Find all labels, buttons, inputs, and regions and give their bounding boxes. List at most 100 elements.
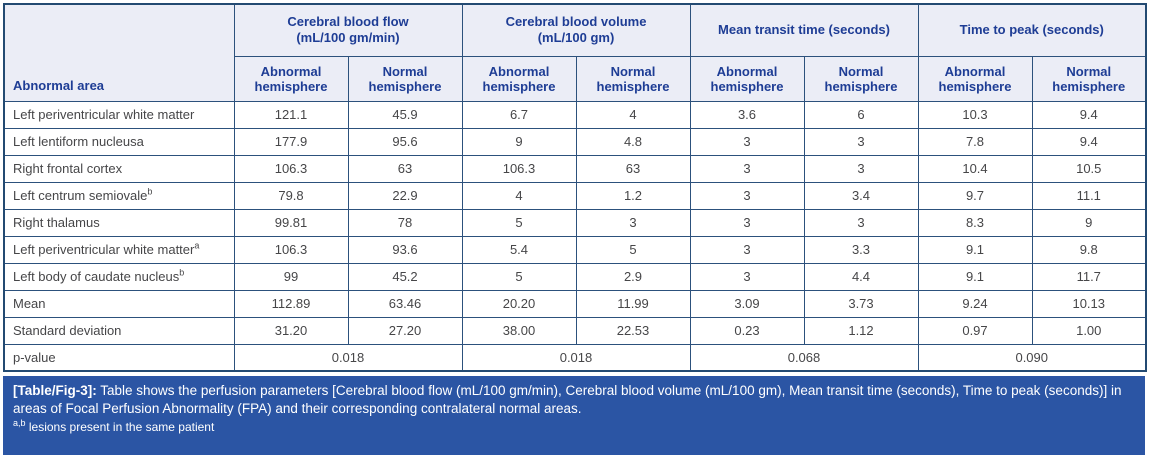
value-cell: 121.1: [233, 100, 349, 129]
value-cell: 63.46: [347, 289, 463, 318]
value-cell: 78: [347, 208, 463, 237]
value-cell: 10.4: [917, 154, 1033, 183]
group-header-line: Cerebral blood volume: [505, 14, 647, 29]
value-cell: 99: [233, 262, 349, 291]
value-cell: 4.8: [575, 127, 691, 156]
caption-text: [Table/Fig-3]: Table shows the perfusion…: [13, 382, 1135, 418]
value-cell: 4.4: [803, 262, 919, 291]
value-cell: 45.9: [347, 100, 463, 129]
value-cell: 27.20: [347, 316, 463, 345]
value-cell: 11.7: [1031, 262, 1147, 291]
value-cell: 10.3: [917, 100, 1033, 129]
sub-header-abnormal-hemisphere: Abnormal hemisphere: [461, 55, 577, 102]
value-cell: 3.6: [689, 100, 805, 129]
p-value-cell: 0.018: [233, 343, 463, 372]
value-cell: 106.3: [233, 154, 349, 183]
p-value-cell: 0.068: [689, 343, 919, 372]
row-label-superscript: b: [147, 186, 153, 197]
value-cell: 3.09: [689, 289, 805, 318]
footnote: a,b lesions present in the same patient: [13, 418, 1135, 436]
value-cell: 45.2: [347, 262, 463, 291]
value-cell: 22.9: [347, 181, 463, 210]
value-cell: 4: [575, 100, 691, 129]
value-cell: 0.97: [917, 316, 1033, 345]
table-caption-band: [Table/Fig-3]: Table shows the perfusion…: [3, 376, 1145, 455]
caption-body: Table shows the perfusion parameters [Ce…: [13, 383, 1122, 417]
value-cell: 8.3: [917, 208, 1033, 237]
value-cell: 9: [1031, 208, 1147, 237]
value-cell: 1.12: [803, 316, 919, 345]
value-cell: 3: [803, 154, 919, 183]
p-value-cell: 0.018: [461, 343, 691, 372]
value-cell: 9.7: [917, 181, 1033, 210]
group-header-line: (mL/100 gm/min): [296, 30, 400, 46]
value-cell: 5: [575, 235, 691, 264]
sub-header-normal-hemisphere: Normal hemisphere: [1031, 55, 1147, 102]
row-label: Left lentiform nucleusa: [3, 127, 235, 156]
sub-header-abnormal-hemisphere: Abnormal hemisphere: [233, 55, 349, 102]
value-cell: 31.20: [233, 316, 349, 345]
value-cell: 9: [461, 127, 577, 156]
value-cell: 5: [461, 262, 577, 291]
row-label-superscript: a: [194, 240, 200, 251]
sub-header-normal-hemisphere: Normal hemisphere: [575, 55, 691, 102]
sub-header-normal-hemisphere: Normal hemisphere: [347, 55, 463, 102]
value-cell: 0.23: [689, 316, 805, 345]
row-label: Left centrum semiovaleb: [3, 181, 235, 210]
value-cell: 3: [575, 208, 691, 237]
row-label: Mean: [3, 289, 235, 318]
value-cell: 38.00: [461, 316, 577, 345]
value-cell: 5: [461, 208, 577, 237]
value-cell: 9.1: [917, 262, 1033, 291]
p-value-cell: 0.090: [917, 343, 1147, 372]
footnote-text: lesions present in the same patient: [28, 420, 215, 435]
p-value-row: p-value 0.018 0.018 0.068 0.090: [3, 343, 1147, 372]
group-header-line: Cerebral blood flow: [287, 14, 409, 29]
value-cell: 106.3: [233, 235, 349, 264]
sub-header-abnormal-hemisphere: Abnormal hemisphere: [917, 55, 1033, 102]
value-cell: 10.13: [1031, 289, 1147, 318]
footnote-superscript: a,b: [13, 418, 26, 429]
row-label: Standard deviation: [3, 316, 235, 345]
value-cell: 112.89: [233, 289, 349, 318]
value-cell: 95.6: [347, 127, 463, 156]
column-header-abnormal-area: Abnormal area: [3, 3, 235, 102]
row-label: p-value: [3, 343, 235, 372]
value-cell: 177.9: [233, 127, 349, 156]
row-label: Left periventricular white matter: [3, 100, 235, 129]
table-row: Left centrum semiovaleb 79.8 22.9 4 1.2 3 3.4 9…: [3, 181, 1147, 210]
value-cell: 3.4: [803, 181, 919, 210]
value-cell: 106.3: [461, 154, 577, 183]
row-label-superscript: b: [179, 267, 185, 278]
value-cell: 3: [689, 262, 805, 291]
perfusion-parameters-table: Abnormal area Cerebral blood flow (mL/10…: [3, 3, 1147, 372]
value-cell: 4: [461, 181, 577, 210]
value-cell: 20.20: [461, 289, 577, 318]
value-cell: 3: [689, 127, 805, 156]
value-cell: 9.4: [1031, 100, 1147, 129]
value-cell: 9.8: [1031, 235, 1147, 264]
table-body: Left periventricular white matter 121.1 45…: [3, 100, 1147, 372]
table-row: Mean 112.89 63.46 20.20 11.99 3.09 3.73 9.24 10.…: [3, 289, 1147, 318]
row-label: Right thalamus: [3, 208, 235, 237]
sub-header-abnormal-hemisphere: Abnormal hemisphere: [689, 55, 805, 102]
value-cell: 3.73: [803, 289, 919, 318]
value-cell: 5.4: [461, 235, 577, 264]
table-row: Left lentiform nucleusa 177.9 95.6 9 4.8 3 3 7.…: [3, 127, 1147, 156]
row-label: Left body of caudate nucleusb: [3, 262, 235, 291]
value-cell: 9.1: [917, 235, 1033, 264]
value-cell: 3: [803, 208, 919, 237]
value-cell: 6: [803, 100, 919, 129]
value-cell: 11.1: [1031, 181, 1147, 210]
value-cell: 79.8: [233, 181, 349, 210]
group-header-row: Abnormal area Cerebral blood flow (mL/10…: [3, 3, 1147, 102]
value-cell: 11.99: [575, 289, 691, 318]
value-cell: 63: [575, 154, 691, 183]
value-cell: 6.7: [461, 100, 577, 129]
value-cell: 3: [689, 181, 805, 210]
value-cell: 9.24: [917, 289, 1033, 318]
value-cell: 99.81: [233, 208, 349, 237]
row-label: Right frontal cortex: [3, 154, 235, 183]
sub-header-normal-hemisphere: Normal hemisphere: [803, 55, 919, 102]
group-header-line: Mean transit time (seconds): [718, 22, 890, 38]
